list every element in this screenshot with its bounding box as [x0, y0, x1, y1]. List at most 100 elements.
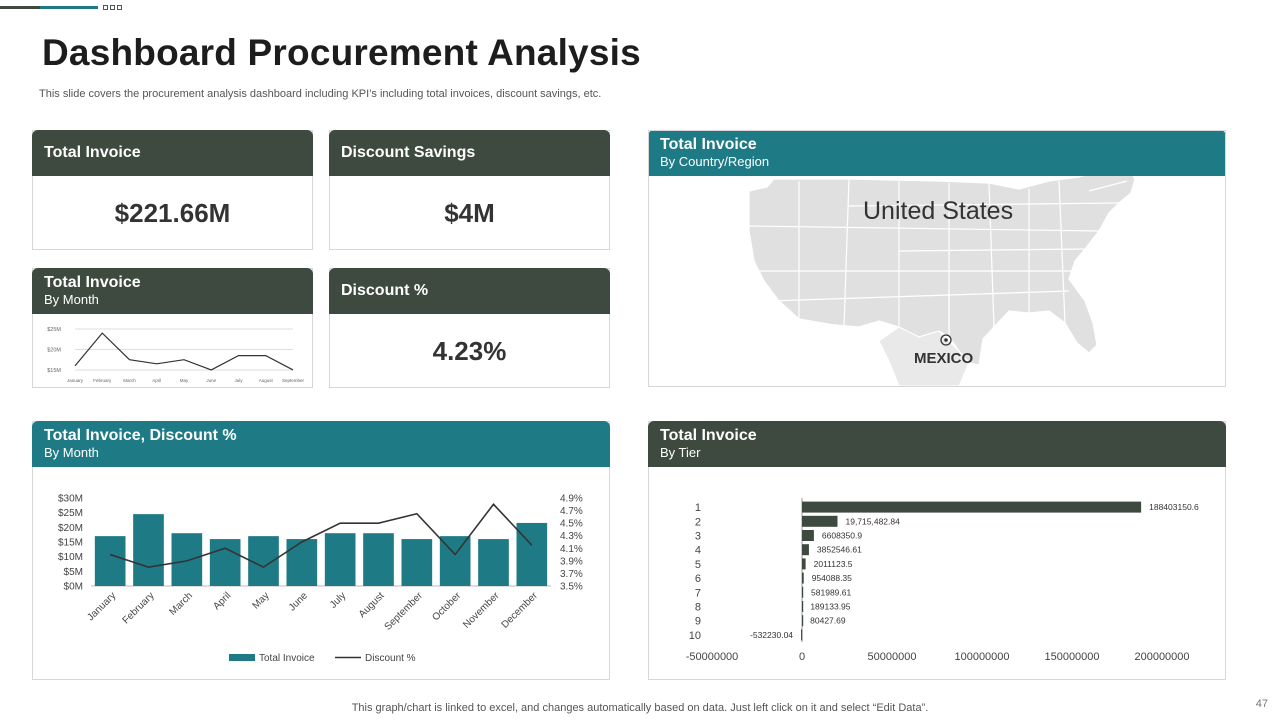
- value-label: 189133.95: [810, 602, 850, 612]
- y2-tick-label: 3.9%: [560, 556, 583, 567]
- x-tick-label: September: [383, 590, 426, 633]
- kpi-card-discount-pct[interactable]: Discount % 4.23%: [329, 268, 610, 388]
- x-tick-label: January: [85, 590, 118, 623]
- legend-label-total-invoice: Total Invoice: [259, 653, 315, 664]
- card-subtitle: By Month: [44, 445, 99, 460]
- value-label: 581989.61: [811, 587, 851, 597]
- y-tick-label: 3: [695, 531, 701, 543]
- y-tick-label: 9: [695, 616, 701, 628]
- page-subtitle: This slide covers the procurement analys…: [39, 88, 602, 100]
- x-tick-label: February: [93, 378, 112, 383]
- x-tick-label: May: [250, 590, 271, 611]
- bar-total-invoice: [401, 539, 433, 586]
- card-header: Total Invoice By Country/Region: [649, 131, 1225, 176]
- value-label: 954088.35: [812, 573, 852, 583]
- y-tick-label: $15M: [47, 368, 61, 374]
- kpi-value: $4M: [444, 197, 495, 228]
- x-tick-label: -50000000: [686, 651, 739, 663]
- card-header: Total Invoice, Discount % By Month: [32, 421, 610, 467]
- map-country-label: United States: [863, 197, 1014, 225]
- value-label: 188403150.6: [1149, 502, 1199, 512]
- x-tick-label: March: [168, 590, 195, 617]
- bar-total-invoice: [324, 533, 356, 586]
- value-label: 3852546.61: [817, 545, 862, 555]
- y2-tick-label: 4.1%: [560, 544, 583, 555]
- y-tick-label: 6: [695, 573, 701, 585]
- y-tick-label: $25M: [47, 327, 61, 333]
- y-tick-label: 7: [695, 587, 701, 599]
- tier-bar: [802, 586, 804, 598]
- x-tick-label: 100000000: [954, 651, 1009, 663]
- kpi-card-discount-savings[interactable]: Discount Savings $4M: [329, 130, 610, 250]
- y2-tick-label: 4.3%: [560, 531, 583, 542]
- map-marker-label: MEXICO: [914, 350, 974, 367]
- y-tick-label: $0M: [64, 582, 83, 593]
- discount-line: [109, 503, 533, 569]
- y-tick-label: $5M: [64, 567, 83, 578]
- y-tick-label: $15M: [58, 538, 83, 549]
- card-invoice-by-month[interactable]: Total Invoice By Month $15M $20M $25M Janua…: [32, 268, 313, 388]
- x-tick-label: 150000000: [1044, 651, 1099, 663]
- x-tick-label: 200000000: [1134, 651, 1189, 663]
- slide-dot-icon: [117, 5, 122, 10]
- y2-tick-label: 4.5%: [560, 519, 583, 530]
- card-header: Total Invoice: [32, 130, 313, 176]
- x-tick-label: January: [67, 378, 84, 383]
- card-subtitle: By Month: [44, 292, 99, 307]
- x-tick-label: February: [121, 590, 157, 626]
- tier-bar: [802, 572, 804, 584]
- combo-chart: $0M$5M$10M$15M$20M$25M$30M3.5%3.7%3.9%4.…: [58, 494, 583, 665]
- card-title: Discount Savings: [341, 144, 476, 161]
- footer-note: This graph/chart is linked to excel, and…: [351, 702, 929, 714]
- tier-bar: [802, 515, 838, 527]
- card-title: Total Invoice: [660, 136, 757, 153]
- card-title: Total Invoice: [44, 274, 141, 291]
- value-label: 2011123.5: [814, 559, 853, 569]
- value-label: 19,715,482.84: [845, 516, 900, 526]
- value-label: 80427.69: [810, 616, 846, 626]
- x-tick-label: December: [500, 590, 541, 631]
- x-tick-label: 0: [799, 651, 805, 663]
- x-tick-label: September: [282, 378, 305, 383]
- bar-total-invoice: [171, 533, 203, 586]
- y-tick-label: $20M: [58, 523, 83, 534]
- card-title: Total Invoice: [44, 144, 141, 161]
- card-header: Discount Savings: [329, 130, 610, 176]
- card-title: Total Invoice: [660, 427, 757, 444]
- kpi-card-total-invoice[interactable]: Total Invoice $221.66M: [32, 130, 313, 250]
- bar-total-invoice: [209, 539, 241, 586]
- bar-total-invoice: [286, 539, 318, 586]
- x-tick-label: May: [180, 378, 189, 383]
- y-tick-label: 2: [695, 516, 701, 528]
- usa-map: [748, 166, 1136, 386]
- x-tick-label: June: [287, 590, 310, 613]
- card-header: Total Invoice By Month: [32, 268, 313, 314]
- y-tick-label: 4: [695, 545, 701, 557]
- y-tick-label: 8: [695, 602, 701, 614]
- page-title: Dashboard Procurement Analysis: [42, 32, 641, 73]
- y-tick-label: 5: [695, 559, 701, 571]
- x-tick-label: April: [211, 590, 233, 612]
- y-tick-label: $25M: [58, 508, 83, 519]
- tier-bar: [802, 544, 809, 556]
- tier-bar: [802, 558, 806, 570]
- kpi-value: $221.66M: [114, 197, 231, 228]
- value-label: 6608350.9: [822, 531, 862, 541]
- y-tick-label: 10: [689, 630, 701, 642]
- card-invoice-discount-by-month[interactable]: Total Invoice, Discount % By Month $0M $5…: [32, 421, 610, 680]
- card-header: Discount %: [329, 268, 610, 314]
- x-tick-label: July: [234, 378, 243, 383]
- x-tick-label: April: [152, 378, 161, 383]
- legend-swatch-total-invoice: [229, 654, 255, 661]
- legend-label-discount: Discount %: [365, 653, 416, 664]
- y-tick-label: 1: [695, 502, 701, 514]
- card-header: Total Invoice By Tier: [648, 421, 1226, 467]
- card-invoice-by-tier[interactable]: Total Invoice By Tier 1 188403150.6 2 19,71…: [648, 421, 1226, 680]
- slide-dot-icon: [103, 5, 108, 10]
- y-tick-label: $10M: [58, 552, 83, 563]
- x-tick-label: 50000000: [868, 651, 917, 663]
- x-tick-label: July: [328, 590, 348, 610]
- x-tick-label: March: [123, 378, 136, 383]
- y-tick-label: $20M: [47, 347, 61, 353]
- card-invoice-by-country[interactable]: Total Invoice By Country/Region United S…: [648, 130, 1226, 387]
